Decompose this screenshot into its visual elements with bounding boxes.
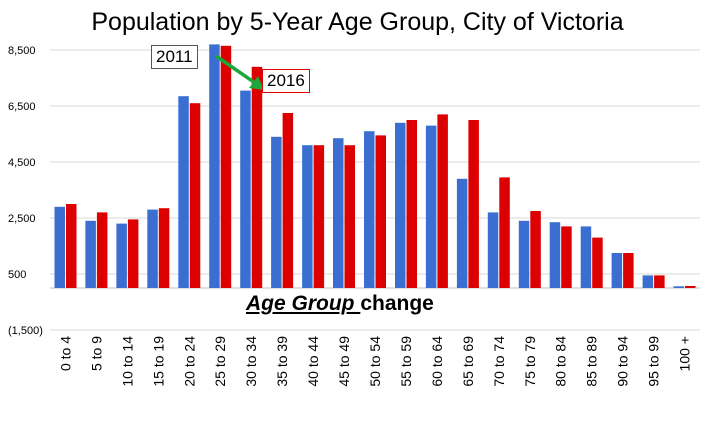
x-tick-label: 90 to 94 <box>615 336 631 387</box>
bar-2016 <box>499 177 510 288</box>
bar-2011 <box>85 220 96 288</box>
bar-2016 <box>66 204 77 288</box>
y-tick-label: 8,500 <box>8 45 36 57</box>
x-tick-label: 55 to 59 <box>398 336 414 387</box>
x-tick-label: 0 to 4 <box>57 336 73 371</box>
bar-2011 <box>333 138 344 288</box>
y-axis-ticks: (1,500) 500 2,500 4,500 6,500 8,500 <box>8 45 43 337</box>
age-group-text: Age Group <box>246 292 361 315</box>
bar-2016 <box>623 253 634 288</box>
bar-2016 <box>344 145 355 288</box>
age-group-change-caption: Age Group change <box>246 292 434 316</box>
bars <box>54 44 696 289</box>
change-arrow <box>215 54 264 90</box>
bar-2016 <box>127 219 139 288</box>
gridlines <box>50 49 700 331</box>
bar-2011 <box>271 136 282 288</box>
bar-2016 <box>685 286 696 288</box>
chart-title: Population by 5-Year Age Group, City of … <box>91 8 624 36</box>
x-tick-label: 95 to 99 <box>646 336 662 387</box>
bar-2016 <box>561 226 572 288</box>
bar-2016 <box>251 66 263 288</box>
x-tick-label: 35 to 39 <box>274 336 290 387</box>
bar-2011 <box>364 131 375 288</box>
x-tick-label: 65 to 69 <box>460 336 476 387</box>
bar-2011 <box>302 145 313 288</box>
y-tick-label: 500 <box>8 269 26 281</box>
bar-2016 <box>96 212 108 288</box>
x-tick-label: 85 to 89 <box>584 336 600 387</box>
bar-2011 <box>549 222 561 288</box>
bar-2016 <box>592 237 603 288</box>
bar-2011 <box>673 286 684 288</box>
bar-2016 <box>282 113 294 288</box>
bar-2011 <box>147 209 158 288</box>
bar-2016 <box>468 120 479 288</box>
bar-2011 <box>240 90 251 288</box>
x-tick-label: 5 to 9 <box>88 336 104 371</box>
bar-2011 <box>425 125 437 288</box>
change-text: change <box>360 292 434 315</box>
bar-2016 <box>189 103 201 288</box>
x-tick-label: 45 to 49 <box>336 336 352 387</box>
bar-2016 <box>437 114 448 289</box>
x-tick-label: 20 to 24 <box>181 336 197 387</box>
y-tick-label: (1,500) <box>8 325 43 337</box>
y-tick-label: 6,500 <box>8 101 36 113</box>
x-axis-ticks: 0 to 4 5 to 9 10 to 14 15 to 19 20 to 24 25 t… <box>57 336 692 387</box>
x-tick-label: 60 to 64 <box>429 336 445 387</box>
x-tick-label: 75 to 79 <box>522 336 538 387</box>
x-tick-label: 70 to 74 <box>491 336 507 387</box>
bar-2011 <box>178 96 189 288</box>
x-tick-label: 15 to 19 <box>150 336 166 387</box>
legend-2016-label: 2016 <box>262 69 310 93</box>
x-tick-label: 10 to 14 <box>119 336 135 387</box>
bar-2011 <box>642 275 654 288</box>
bar-2016 <box>406 120 417 288</box>
x-tick-label: 40 to 44 <box>305 336 321 387</box>
bar-2011 <box>611 253 623 288</box>
x-tick-label: 30 to 34 <box>243 336 259 387</box>
bar-2011 <box>209 44 220 289</box>
x-tick-label: 25 to 29 <box>212 336 228 387</box>
bar-2016 <box>375 135 386 288</box>
bar-2016 <box>220 45 232 288</box>
legend-2011-label: 2011 <box>151 45 198 69</box>
bar-2011 <box>518 220 530 288</box>
bar-2011 <box>54 206 65 288</box>
bar-2011 <box>580 226 592 288</box>
x-tick-label: 100 + <box>677 336 693 371</box>
bar-2011 <box>487 212 499 288</box>
bar-2011 <box>456 178 468 288</box>
bar-2016 <box>158 208 170 288</box>
bar-2016 <box>654 275 665 288</box>
x-tick-label: 80 to 84 <box>553 336 569 387</box>
bar-2011 <box>395 122 406 288</box>
x-tick-label: 50 to 54 <box>367 336 383 387</box>
bar-2011 <box>116 223 127 288</box>
y-tick-label: 2,500 <box>8 213 36 225</box>
bar-2016 <box>530 211 541 288</box>
y-tick-label: 4,500 <box>8 157 36 169</box>
bar-2016 <box>313 145 325 288</box>
